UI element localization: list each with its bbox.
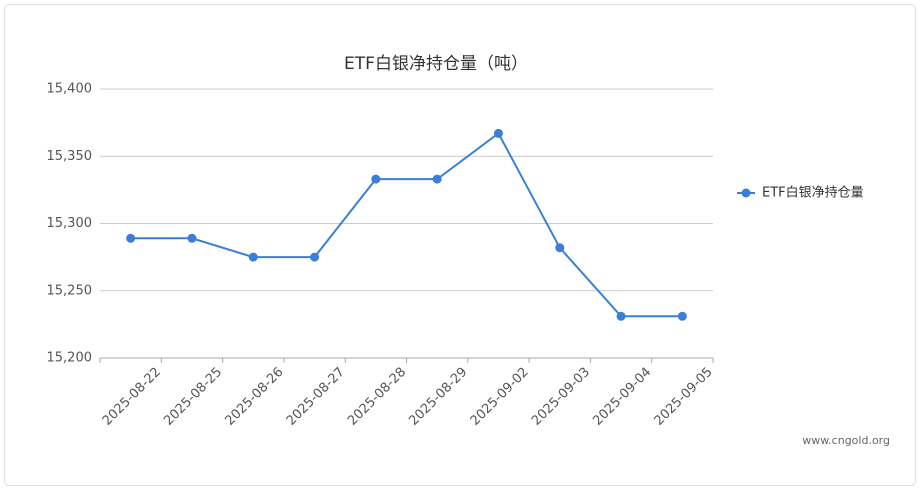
point (248, 252, 258, 262)
y-tick-label: 15,400 (47, 82, 93, 97)
chart-border (4, 4, 916, 486)
source-label: www.cngold.org (802, 434, 890, 447)
y-tick-label: 15,250 (47, 283, 93, 298)
legend-marker (741, 188, 751, 198)
point (616, 311, 626, 321)
y-tick-label: 15,350 (47, 149, 93, 164)
point (555, 243, 565, 253)
point (187, 233, 197, 243)
point (432, 174, 442, 184)
line (130, 131, 683, 318)
legend-label: ETF白银净持仓量 (762, 185, 864, 201)
point (493, 128, 503, 138)
point (310, 252, 320, 262)
point (677, 311, 687, 321)
y-tick-label: 15,200 (47, 351, 93, 366)
chart-title: ETF白银净持仓量（吨） (344, 54, 528, 74)
y-tick-label: 15,300 (47, 216, 93, 231)
point (126, 233, 136, 243)
point (371, 174, 381, 184)
